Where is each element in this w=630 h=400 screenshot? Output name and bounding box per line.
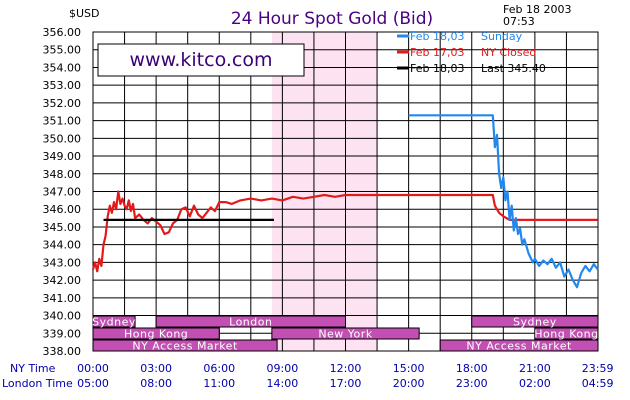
x-tick-label-ny: 00:00 bbox=[77, 362, 109, 375]
legend-label: Feb 18,03 bbox=[410, 30, 464, 43]
x-tick-label-london: 04:59 bbox=[582, 377, 614, 390]
y-tick-label: 353.00 bbox=[43, 79, 82, 92]
y-tick-label: 354.00 bbox=[43, 61, 82, 74]
series-line bbox=[408, 114, 599, 289]
session-bar bbox=[92, 327, 220, 340]
y-tick-label: 355.00 bbox=[43, 44, 82, 57]
legend-label: Feb 18,03 bbox=[410, 62, 464, 75]
y-tick-label: 341.00 bbox=[43, 292, 82, 305]
y-tick-label: 351.00 bbox=[43, 115, 82, 128]
legend-note: NY Closed bbox=[481, 46, 536, 59]
session-label: Sydney bbox=[513, 316, 557, 329]
time-label: 07:53 bbox=[503, 15, 535, 28]
session-bar bbox=[92, 339, 278, 352]
y-tick-label: 348.00 bbox=[43, 168, 82, 181]
legend-note: Last 345.40 bbox=[481, 62, 546, 75]
x-tick-label-london: 20:00 bbox=[393, 377, 425, 390]
x-tick-label-ny: 06:00 bbox=[203, 362, 235, 375]
y-tick-label: 340.00 bbox=[43, 310, 82, 323]
session-label: Hong Kong bbox=[534, 328, 598, 341]
y-tick-label: 347.00 bbox=[43, 186, 82, 199]
session-label: Sydney bbox=[92, 316, 136, 329]
watermark-text: www.kitco.com bbox=[129, 49, 272, 71]
x-tick-label-london: 17:00 bbox=[330, 377, 362, 390]
legend: Feb 18,03 Sunday Feb 17,03 NY Closed Feb 18,… bbox=[397, 30, 546, 75]
x-tick-label-london: 11:00 bbox=[203, 377, 235, 390]
y-tick-label: 346.00 bbox=[43, 203, 82, 216]
y-tick-label: 344.00 bbox=[43, 239, 82, 252]
y-tick-label: 339.00 bbox=[43, 327, 82, 340]
y-tick-label: 350.00 bbox=[43, 132, 82, 145]
session-bar bbox=[92, 315, 136, 328]
x-tick-label-ny: 18:00 bbox=[456, 362, 488, 375]
y-tick-labels: 338.00 339.00 340.00 341.00 342.00 343.00 344.… bbox=[43, 26, 82, 358]
session-label: London bbox=[229, 316, 272, 329]
y-axis-label: $USD bbox=[69, 7, 100, 20]
x-tick-label-ny: 21:00 bbox=[519, 362, 551, 375]
session-bar bbox=[534, 327, 599, 340]
session-bar bbox=[471, 315, 599, 328]
x-tick-labels: 00:00 05:00 03:00 08:00 06:00 11:00 09:00 14:00… bbox=[77, 362, 613, 390]
x-tick-label-ny: 12:00 bbox=[330, 362, 362, 375]
y-tick-label: 352.00 bbox=[43, 97, 82, 110]
price-series bbox=[91, 114, 599, 289]
x-tick-label-london: 02:00 bbox=[519, 377, 551, 390]
session-bar bbox=[155, 315, 346, 328]
session-bar bbox=[439, 339, 599, 352]
series-line bbox=[91, 190, 598, 273]
y-tick-label: 342.00 bbox=[43, 274, 82, 287]
legend-label: Feb 17,03 bbox=[410, 46, 464, 59]
watermark-box bbox=[97, 43, 305, 77]
session-label: New York bbox=[318, 328, 373, 341]
y-tick-label: 345.00 bbox=[43, 221, 82, 234]
y-tick-label: 356.00 bbox=[43, 26, 82, 39]
session-label: NY Access Market bbox=[132, 340, 238, 353]
legend-note: Sunday bbox=[481, 30, 523, 43]
x-tick-label-london: 14:00 bbox=[267, 377, 299, 390]
x-tick-label-ny: 23:59 bbox=[582, 362, 614, 375]
session-label: NY Access Market bbox=[466, 340, 572, 353]
chart-title: 24 Hour Spot Gold (Bid) bbox=[231, 9, 433, 29]
x-tick-label-ny: 03:00 bbox=[140, 362, 172, 375]
y-tick-label: 349.00 bbox=[43, 150, 82, 163]
x-tick-label-ny: 15:00 bbox=[393, 362, 425, 375]
plot-frame bbox=[92, 31, 599, 352]
session-label: Hong Kong bbox=[124, 328, 188, 341]
y-tick-label: 338.00 bbox=[43, 345, 82, 358]
x-tick-label-london: 23:00 bbox=[456, 377, 488, 390]
x-row1-title: NY Time bbox=[10, 362, 56, 375]
date-label: Feb 18 2003 bbox=[503, 3, 571, 16]
y-tick-label: 343.00 bbox=[43, 256, 82, 269]
x-tick-label-london: 05:00 bbox=[77, 377, 109, 390]
x-row2-title: London Time bbox=[2, 377, 73, 390]
session-bar bbox=[271, 327, 420, 340]
x-tick-label-london: 08:00 bbox=[140, 377, 172, 390]
x-tick-label-ny: 09:00 bbox=[267, 362, 299, 375]
